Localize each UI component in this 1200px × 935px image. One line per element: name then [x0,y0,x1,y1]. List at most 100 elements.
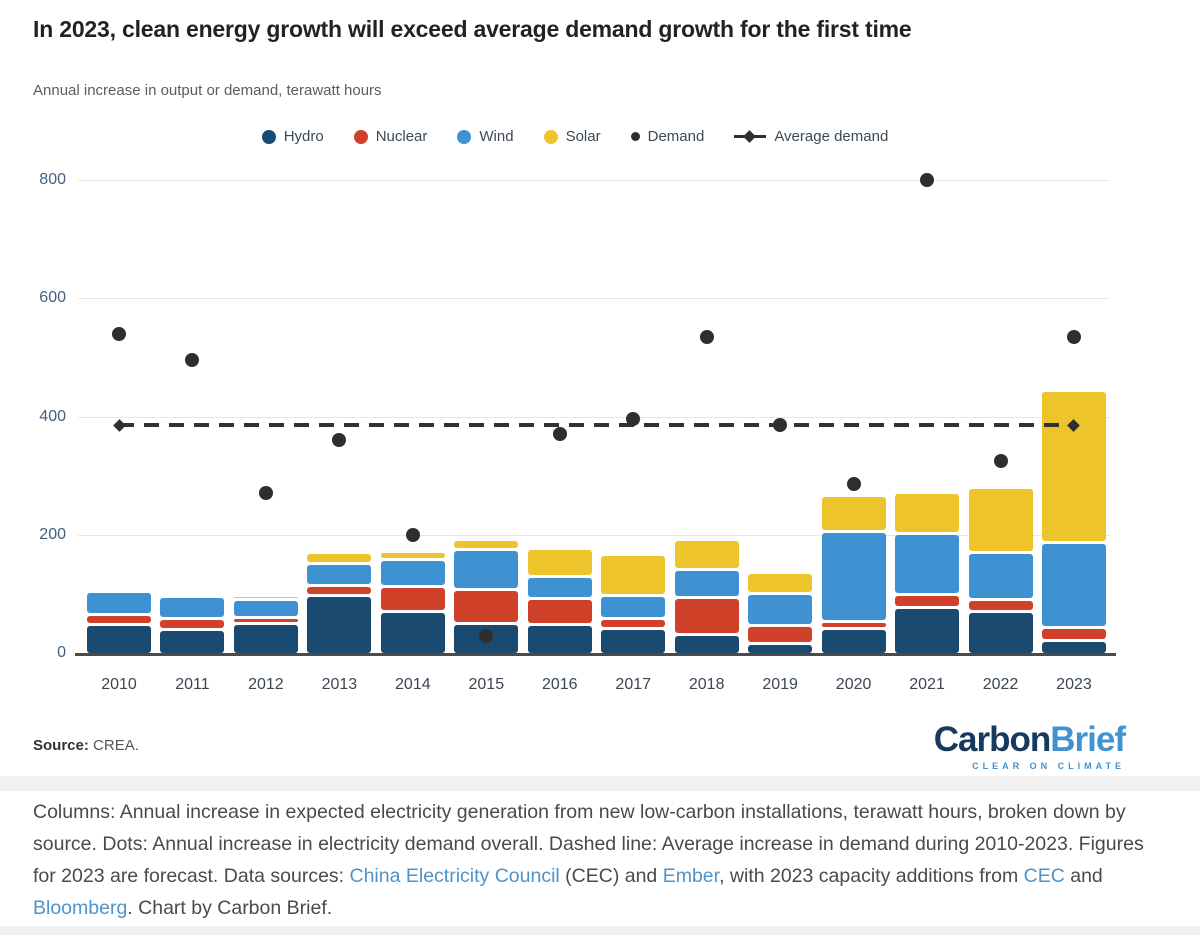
bar-segment-nuclear-2014 [380,588,445,610]
bar-group-2017 [601,555,666,653]
bar-group-2021 [895,494,960,653]
x-tick-label-2021: 2021 [909,676,945,693]
gridline [78,298,1110,300]
bar-segment-wind-2020 [821,532,886,620]
demand-dot-2014 [405,527,420,542]
logo-carbon-text: Carbon [933,720,1051,759]
y-tick-label: 800 [39,171,66,188]
bar-group-2018 [674,540,739,653]
bar-segment-solar-2020 [821,496,886,530]
x-tick-label-2013: 2013 [321,676,358,693]
footer-link[interactable]: Bloomberg [33,897,128,919]
footer-stripe-bottom [0,926,1200,935]
bar-segment-wind-2016 [527,577,592,597]
bar-group-2014 [380,552,445,653]
bar-segment-solar-2021 [895,494,960,532]
wind-series-swatch-icon [457,129,472,144]
bar-group-2016 [527,549,592,653]
footer-link[interactable]: Ember [662,865,720,887]
demand-dot-2022 [993,453,1008,468]
demand-dot-2013 [332,433,347,448]
bar-segment-wind-2015 [454,551,519,589]
legend-label: Demand [647,128,705,145]
legend-label: Average demand [774,128,889,145]
footer-text: , with 2023 capacity additions from [719,865,1024,887]
bar-group-2022 [968,489,1033,653]
legend-item-solar[interactable]: Solar [543,128,601,145]
demand-dot-2012 [258,486,273,501]
bar-group-2011 [160,597,225,653]
bar-segment-nuclear-2012 [233,619,298,623]
bar-segment-wind-2018 [674,571,739,597]
bar-segment-nuclear-2023 [1041,628,1106,640]
legend-item-demand[interactable]: Demand [630,128,705,145]
bar-segment-hydro-2012 [233,625,298,653]
bar-segment-solar-2015 [454,541,519,549]
bar-segment-nuclear-2011 [160,620,225,628]
average-demand-line [119,423,1074,428]
y-tick-label: 0 [57,644,66,661]
footer-link[interactable]: China Electricity Council [349,865,560,887]
source-value: CREA. [88,737,139,754]
legend-item-average-demand[interactable]: Average demand [734,128,888,145]
bar-segment-nuclear-2022 [968,600,1033,610]
logo-tagline: CLEAR ON CLIMATE [972,761,1125,771]
legend-label: Hydro [283,128,324,145]
bar-segment-hydro-2021 [895,608,960,653]
bar-segment-solar-2023 [1041,392,1106,542]
bar-segment-hydro-2020 [821,629,886,653]
bar-segment-wind-2017 [601,596,666,617]
bar-segment-nuclear-2021 [895,595,960,606]
carbonbrief-logo-wordmark: CarbonBrief [933,720,1126,759]
average-demand-diamond-marker [112,418,126,432]
x-axis-line [75,653,1116,656]
footer-line: Bloomberg. Chart by Carbon Brief. [33,892,1183,924]
gridline [78,180,1110,181]
legend-item-hydro[interactable]: Hydro [261,128,324,145]
footer-text: for 2023 are forecast. Data sources: [33,865,350,887]
legend-label: Solar [565,128,601,145]
bar-segment-solar-2019 [748,574,813,592]
bar-segment-hydro-2016 [527,626,592,653]
demand-dot-icon [630,132,640,141]
legend-label: Nuclear [375,128,428,145]
bar-segment-wind-2019 [748,594,813,624]
bar-segment-wind-2011 [160,597,225,618]
bar-segment-solar-2014 [380,552,445,559]
x-tick-label-2017: 2017 [615,676,652,693]
legend-item-wind[interactable]: Wind [457,128,514,145]
bar-group-2010 [87,593,151,653]
source-label: Source: [33,737,89,754]
source-line: Source: CREA. [33,737,139,754]
legend-item-nuclear[interactable]: Nuclear [353,128,428,145]
bar-segment-hydro-2018 [674,635,739,653]
bar-segment-nuclear-2010 [87,615,151,624]
bar-segment-hydro-2014 [380,612,445,653]
gridline [78,416,1110,418]
footer-text: and [1064,865,1103,887]
bar-segment-nuclear-2018 [674,599,739,633]
demand-dot-2015 [479,629,494,644]
footer-link[interactable]: CEC [1023,865,1065,887]
bar-segment-wind-2014 [380,561,445,586]
demand-dot-2021 [920,173,935,187]
x-tick-label-2023: 2023 [1056,676,1092,693]
bar-segment-solar-2022 [968,489,1033,551]
page-title: In 2023, clean energy growth will exceed… [33,16,912,42]
bar-segment-nuclear-2013 [307,586,372,594]
bar-segment-hydro-2022 [968,612,1033,653]
x-tick-label-2011: 2011 [175,676,210,693]
demand-dot-2020 [846,477,861,492]
footer-line: source. Dots: Annual increase in electri… [33,828,1183,860]
bar-segment-solar-2012 [233,596,298,598]
demand-dot-2016 [552,427,567,442]
bar-segment-wind-2022 [968,553,1033,598]
gridline [78,534,1110,536]
y-tick-label: 400 [39,407,66,425]
demand-dot-2017 [626,412,641,427]
bar-group-2013 [307,554,372,653]
bar-segment-hydro-2010 [87,626,151,653]
bar-segment-hydro-2013 [307,596,372,653]
